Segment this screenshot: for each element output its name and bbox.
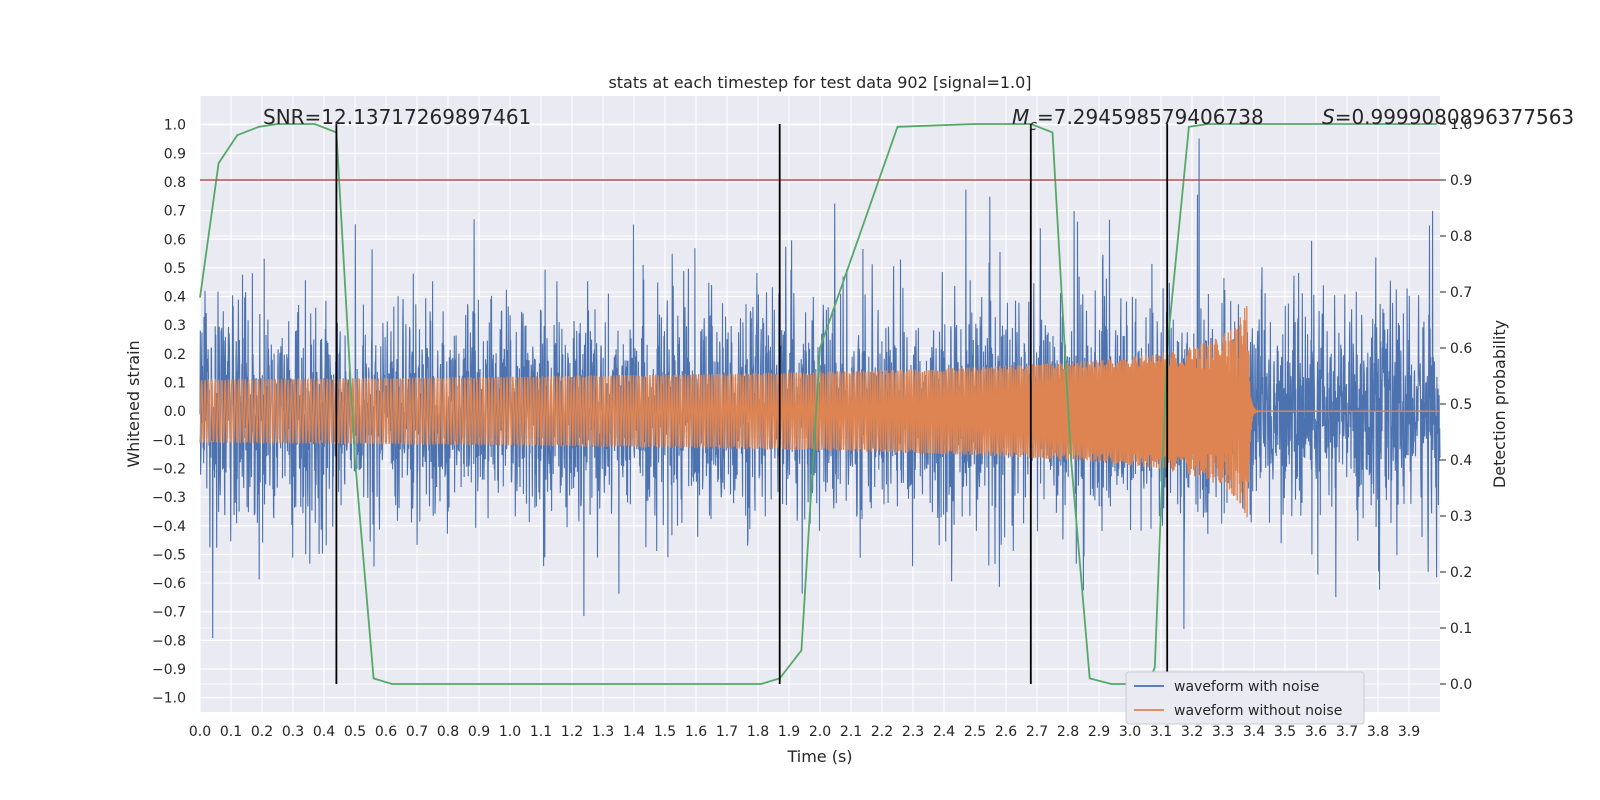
- x-tick-label: 1.7: [716, 724, 738, 740]
- y-right-tick-label: 1.0: [1450, 117, 1472, 133]
- y-tick-label: 0.1: [164, 376, 186, 392]
- x-tick-label: 0.7: [406, 724, 428, 740]
- mc-value: =7.294598579406738: [1037, 105, 1264, 129]
- y-right-tick-label: 0.3: [1450, 509, 1472, 525]
- x-tick-label: 2.0: [809, 724, 831, 740]
- y-tick-label: 0.0: [164, 404, 186, 420]
- y-tick-label: −0.2: [152, 461, 186, 477]
- snr-annotation: SNR=12.13717269897461: [263, 105, 531, 129]
- legend: waveform with noise waveform without noi…: [1125, 671, 1365, 725]
- y-tick-label: 1.0: [164, 118, 186, 134]
- s-value: =0.9999080896377563: [1335, 105, 1574, 129]
- y-right-tick-label: 0.6: [1450, 341, 1472, 357]
- x-tick-label: 3.1: [1150, 724, 1172, 740]
- y-tick-label: −0.8: [152, 633, 186, 649]
- x-tick-label: 1.3: [592, 724, 614, 740]
- x-tick-label: 2.4: [933, 724, 955, 740]
- x-tick-label: 0.8: [437, 724, 459, 740]
- y-tick-label: −0.7: [152, 605, 186, 621]
- x-tick-label: 1.5: [654, 724, 676, 740]
- x-tick-label: 2.6: [995, 724, 1017, 740]
- y-tick-label: 0.2: [164, 347, 186, 363]
- y-tick-label: −0.3: [152, 490, 186, 506]
- y-tick-label: 0.8: [164, 175, 186, 191]
- x-tick-label: 0.6: [375, 724, 397, 740]
- x-tick-label: 2.9: [1088, 724, 1110, 740]
- y-tick-label: 0.6: [164, 232, 186, 248]
- y-tick-label: −0.1: [152, 433, 186, 449]
- y-tick-label: −1.0: [152, 691, 186, 707]
- x-tick-label: 0.2: [251, 724, 273, 740]
- series-line-clean: [199, 305, 1440, 518]
- y-tick-label: 0.7: [164, 204, 186, 220]
- y-tick-labels: 1.0 0.9 0.8 0.7 0.6 0.5 0.4 0.3 0.2 0.1 0.0 −0.1 −0.…: [152, 118, 186, 707]
- x-tick-label: 1.1: [530, 724, 552, 740]
- mc-annotation: Mc=7.294598579406738: [1012, 105, 1264, 134]
- x-axis-label: Time (s): [786, 747, 852, 766]
- x-tick-label: 0.5: [344, 724, 366, 740]
- s-annotation: S=0.9999080896377563: [1322, 105, 1574, 129]
- x-tick-label: 0.0: [189, 724, 211, 740]
- y-tick-label: −0.4: [152, 519, 186, 535]
- x-tick-label: 3.2: [1181, 724, 1203, 740]
- clean-series-layer: [199, 305, 1440, 518]
- y-right-tick-label: 0.4: [1450, 453, 1472, 469]
- x-tick-label: 2.8: [1057, 724, 1079, 740]
- y-right-tick-label: 0.9: [1450, 173, 1472, 189]
- x-tick-label: 2.5: [964, 724, 986, 740]
- y-tick-label: 0.4: [164, 290, 186, 306]
- y-tick-label: −0.6: [152, 576, 186, 592]
- x-tick-label: 0.1: [220, 724, 242, 740]
- x-tick-label: 1.2: [561, 724, 583, 740]
- x-tick-label: 0.3: [282, 724, 304, 740]
- x-tick-labels: 0.0 0.1 0.2 0.3 0.4 0.5 0.6 0.7 0.8 0.9 1.0 1.1 1.2 1…: [189, 724, 1420, 740]
- x-tick-label: 0.4: [313, 724, 335, 740]
- y-tick-label: 0.5: [164, 261, 186, 277]
- x-tick-label: 1.9: [778, 724, 800, 740]
- x-tick-label: 3.9: [1398, 724, 1420, 740]
- s-symbol: S: [1322, 105, 1335, 129]
- x-tick-label: 3.3: [1212, 724, 1234, 740]
- y-right-tick-label: 0.0: [1450, 677, 1472, 693]
- x-tick-label: 1.4: [623, 724, 645, 740]
- vertical-lines-layer: [335, 124, 1169, 684]
- x-tick-label: 3.8: [1367, 724, 1389, 740]
- y-tick-label: 0.3: [164, 318, 186, 334]
- y-right-tick-labels: 1.0 0.9 0.8 0.7 0.6 0.5 0.4 0.3 0.2 0.1 0.0: [1440, 117, 1472, 693]
- y-right-tick-label: 0.7: [1450, 285, 1472, 301]
- x-tick-label: 1.8: [747, 724, 769, 740]
- legend-label-noise: waveform with noise: [1174, 679, 1319, 695]
- legend-box: [1125, 671, 1365, 725]
- x-tick-label: 3.0: [1119, 724, 1141, 740]
- x-tick-label: 3.4: [1243, 724, 1265, 740]
- x-tick-label: 2.2: [871, 724, 893, 740]
- mc-symbol: M: [1012, 105, 1029, 129]
- x-tick-label: 0.9: [468, 724, 490, 740]
- x-tick-label: 3.6: [1305, 724, 1327, 740]
- x-tick-label: 1.0: [499, 724, 521, 740]
- x-tick-label: 2.7: [1026, 724, 1048, 740]
- y-axis-label: Whitened strain: [124, 340, 143, 467]
- x-tick-label: 2.3: [902, 724, 924, 740]
- legend-label-clean: waveform without noise: [1174, 703, 1342, 719]
- y-right-tick-label: 0.8: [1450, 229, 1472, 245]
- x-tick-label: 3.7: [1336, 724, 1358, 740]
- mc-subscript: c: [1029, 118, 1037, 134]
- y-right-tick-label: 0.1: [1450, 621, 1472, 637]
- y-tick-label: −0.9: [152, 662, 186, 678]
- x-tick-label: 3.5: [1274, 724, 1296, 740]
- y-right-tick-label: 0.2: [1450, 565, 1472, 581]
- x-tick-label: 2.1: [840, 724, 862, 740]
- y-tick-label: 0.9: [164, 146, 186, 162]
- y-tick-label: −0.5: [152, 547, 186, 563]
- y-right-axis-label: Detection probability: [1490, 320, 1509, 488]
- chart-title: stats at each timestep for test data 902…: [608, 73, 1031, 92]
- x-tick-label: 1.6: [685, 724, 707, 740]
- y-right-tick-label: 0.5: [1450, 397, 1472, 413]
